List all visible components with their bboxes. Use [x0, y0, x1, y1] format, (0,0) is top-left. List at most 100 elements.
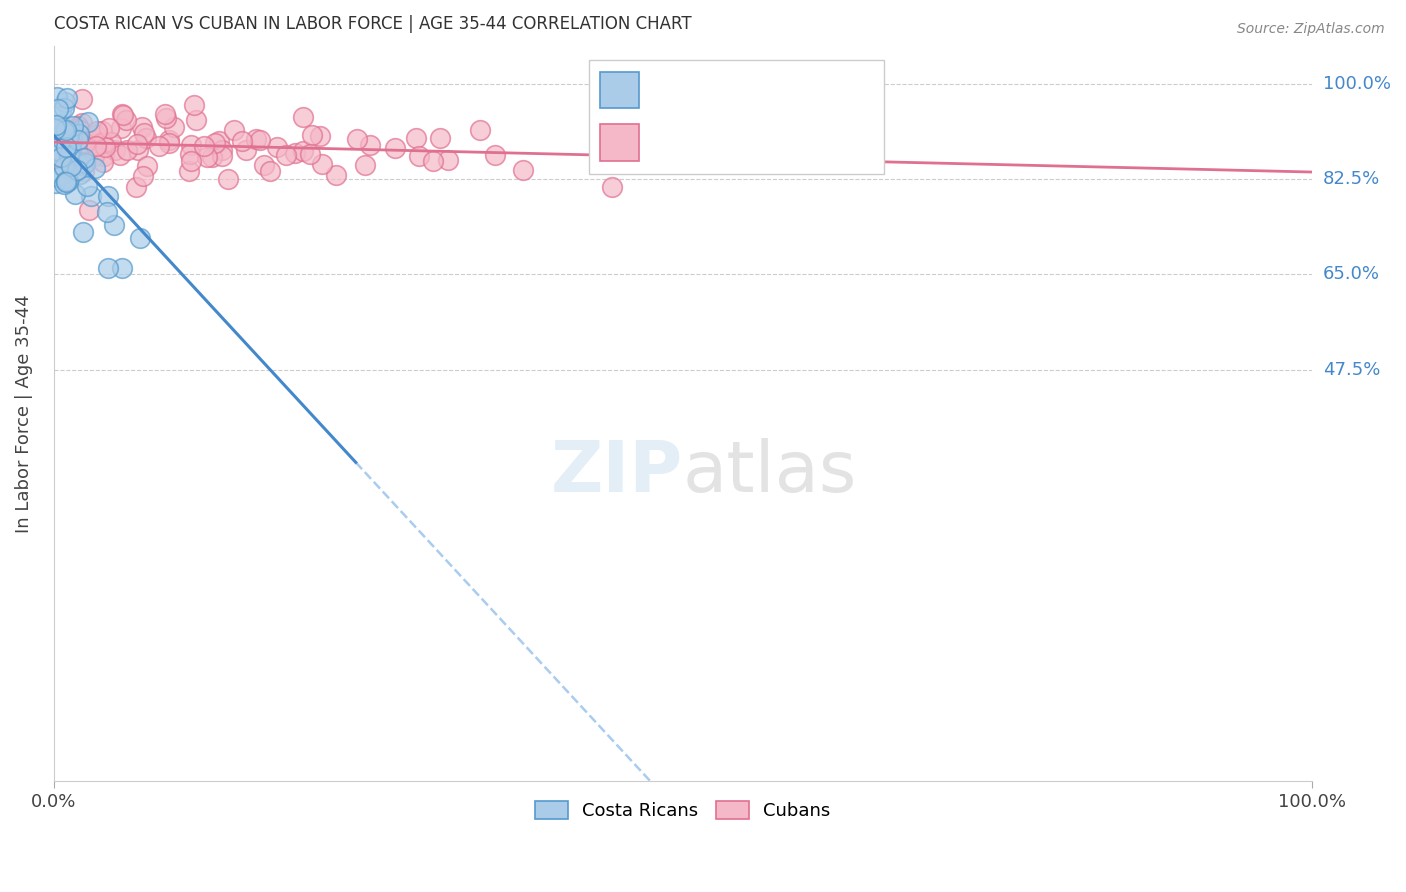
Point [55, 174, 77, 188]
Point [217, 172, 239, 186]
Point [60, 131, 83, 145]
Point [80, 189, 103, 203]
Point [231, 134, 253, 148]
Point [115, 143, 138, 157]
Point [97, 188, 120, 202]
Point [201, 150, 224, 164]
Point [52, 177, 75, 191]
Point [325, 168, 347, 182]
Point [48, 128, 70, 142]
Point [58, 150, 80, 164]
Point [84, 161, 107, 175]
Point [299, 147, 322, 161]
Point [46, 150, 69, 164]
Point [49, 122, 72, 136]
Point [49, 150, 72, 164]
Point [76, 179, 98, 194]
Point [114, 112, 136, 127]
Point [204, 136, 226, 150]
Point [65, 162, 87, 177]
Point [159, 136, 181, 150]
Point [405, 131, 427, 145]
Point [46, 90, 69, 104]
Point [55, 175, 77, 189]
Point [308, 129, 330, 144]
Point [46, 102, 69, 116]
Point [83, 148, 105, 162]
Point [311, 157, 333, 171]
Point [53, 101, 76, 115]
Point [276, 148, 298, 162]
Point [249, 132, 271, 146]
Text: ZIP: ZIP [551, 438, 683, 507]
Point [56, 175, 79, 189]
Legend: Costa Ricans, Cubans: Costa Ricans, Cubans [529, 793, 838, 827]
Point [429, 131, 451, 145]
Point [211, 148, 233, 162]
Point [437, 153, 460, 168]
Point [235, 143, 257, 157]
Point [127, 136, 149, 151]
Point [291, 111, 314, 125]
Point [112, 108, 135, 122]
Point [44, 176, 66, 190]
Point [600, 180, 623, 194]
Point [46, 153, 69, 167]
Point [56, 138, 79, 153]
Point [75, 136, 97, 150]
Point [48, 169, 70, 184]
Y-axis label: In Labor Force | Age 35-44: In Labor Force | Age 35-44 [15, 294, 32, 533]
Point [55, 140, 77, 154]
Point [62, 153, 84, 167]
Point [51, 168, 73, 182]
Point [291, 145, 314, 159]
Point [129, 231, 152, 245]
Point [180, 154, 202, 169]
Point [266, 139, 288, 153]
Point [58, 128, 80, 142]
Point [91, 136, 114, 150]
Point [48, 134, 70, 148]
Text: atlas: atlas [683, 438, 858, 507]
Point [718, 135, 741, 149]
Point [69, 123, 91, 137]
Point [183, 97, 205, 112]
Point [135, 130, 157, 145]
Point [94, 140, 117, 154]
Point [44, 128, 66, 142]
Point [53, 124, 76, 138]
Point [53, 160, 76, 174]
Point [245, 132, 267, 146]
Point [72, 158, 94, 172]
Point [136, 160, 159, 174]
Point [93, 149, 115, 163]
Point [124, 180, 146, 194]
Point [127, 143, 149, 157]
Point [259, 164, 281, 178]
Point [179, 147, 201, 161]
Point [283, 146, 305, 161]
Point [155, 112, 177, 126]
Point [77, 203, 100, 218]
Point [55, 123, 77, 137]
Point [100, 135, 122, 149]
Point [98, 121, 121, 136]
Point [67, 119, 90, 133]
Text: 82.5%: 82.5% [1323, 170, 1381, 188]
Point [70, 116, 93, 130]
Point [56, 91, 79, 105]
Point [53, 95, 76, 109]
Point [69, 167, 91, 181]
Point [484, 148, 506, 162]
Point [70, 137, 93, 152]
Point [76, 145, 98, 159]
Point [48, 142, 70, 156]
Point [70, 92, 93, 106]
Point [58, 148, 80, 162]
Point [195, 150, 218, 164]
Point [86, 124, 108, 138]
Point [153, 107, 176, 121]
Point [782, 154, 804, 169]
Point [208, 134, 231, 148]
Point [134, 126, 156, 140]
